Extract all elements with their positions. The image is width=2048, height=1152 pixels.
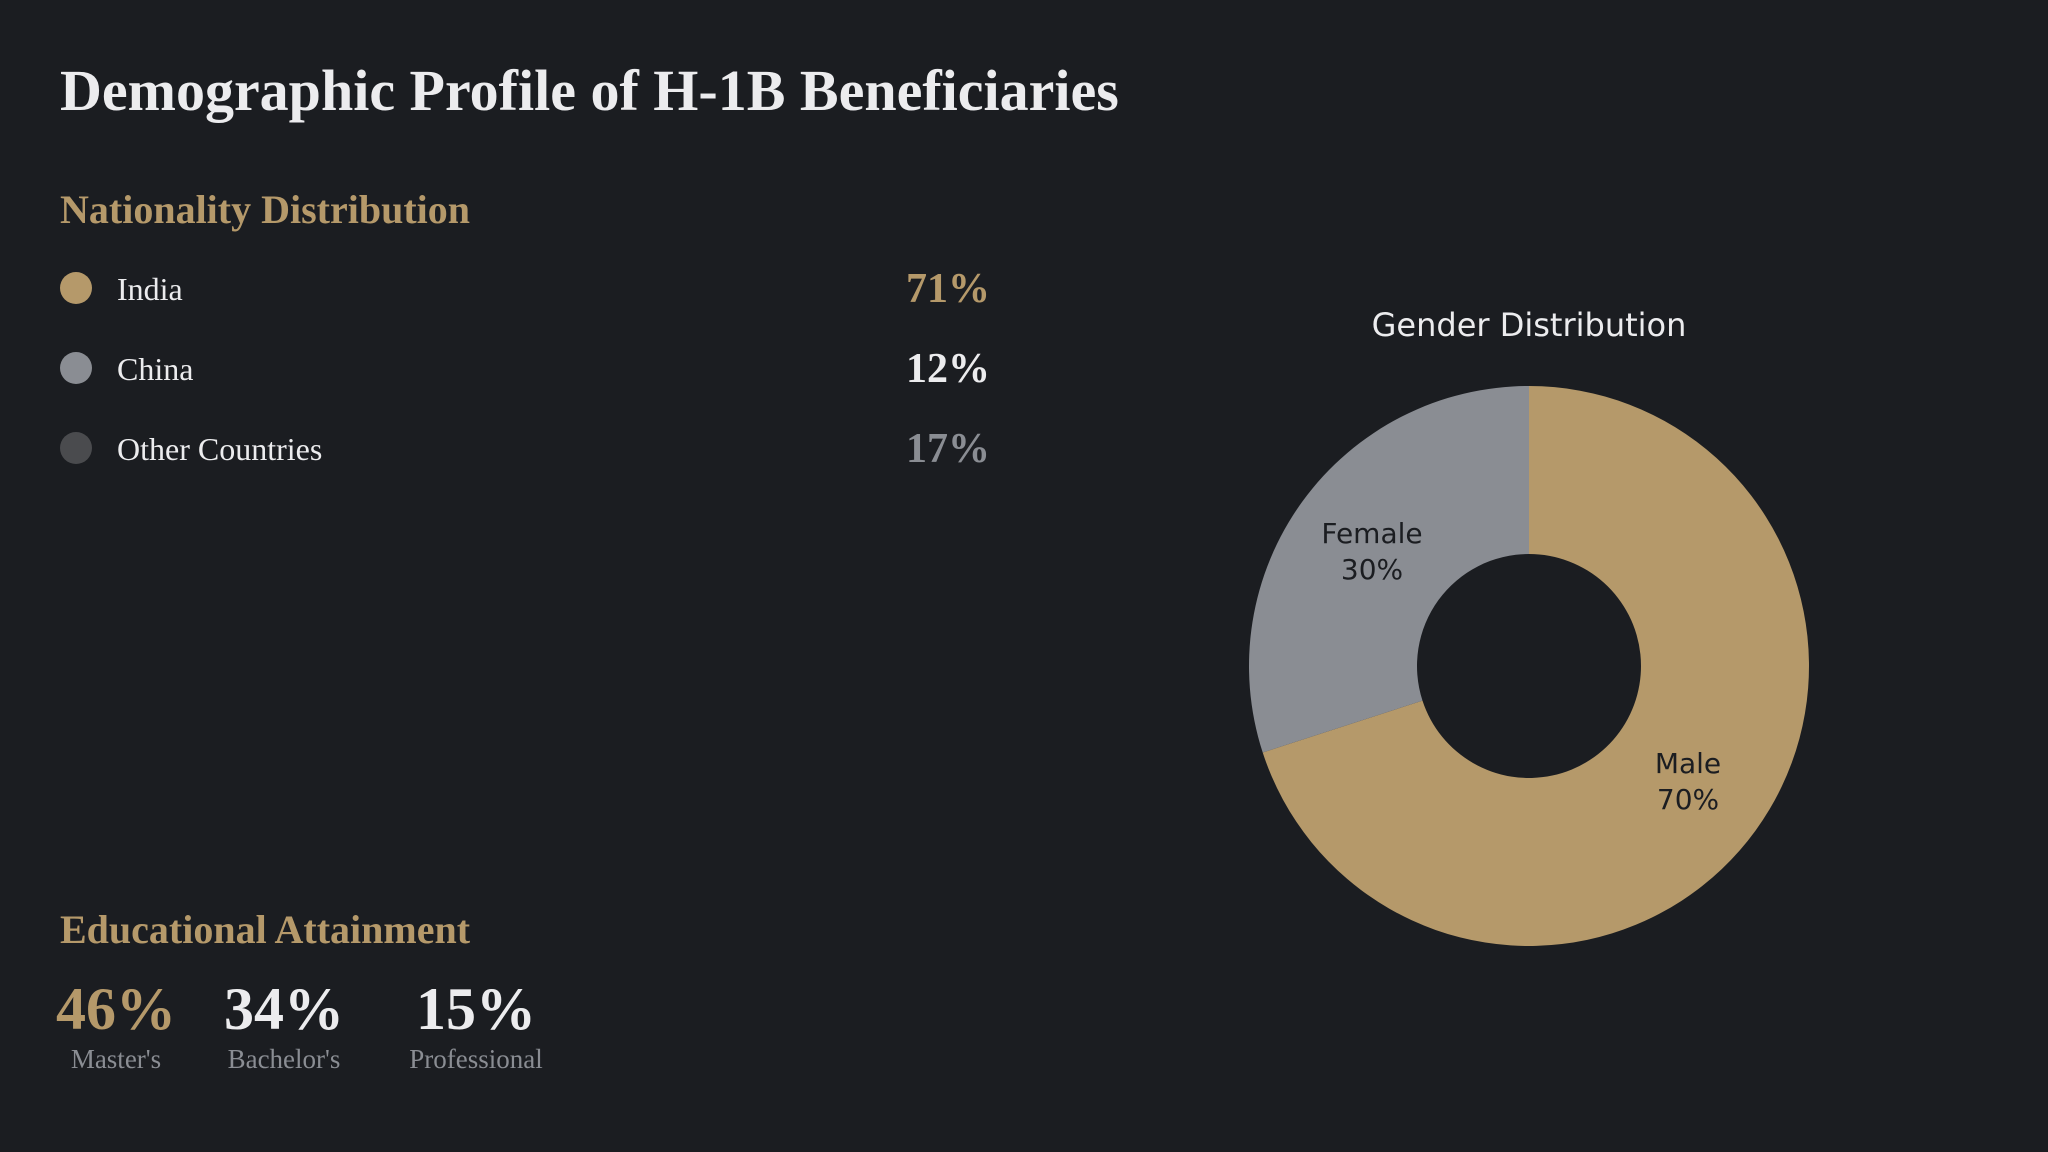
female-slice [1249, 386, 1529, 753]
donut-svg: Gender Distribution Female 30% Male 70% [1249, 306, 1809, 946]
education-item-bachelors: 34% Bachelor's [222, 976, 346, 1076]
education-label: Bachelor's [227, 1044, 341, 1074]
nationality-value: 71% [906, 266, 990, 312]
chart-title: Gender Distribution [1372, 306, 1687, 344]
education-label: Professional [409, 1044, 543, 1074]
female-label-pct: 30% [1341, 553, 1403, 586]
nationality-item-other: Other Countries 17% [60, 408, 990, 488]
nationality-label: Other Countries [117, 431, 323, 467]
education-value: 15% [416, 976, 536, 1042]
nationality-value: 12% [906, 346, 990, 392]
nationality-label: China [117, 351, 194, 387]
india-dot-icon [60, 272, 92, 304]
nationality-label: India [117, 271, 183, 307]
china-dot-icon [60, 352, 92, 384]
gender-donut-chart: Gender Distribution Female 30% Male 70% [1200, 280, 1860, 980]
male-slice [1262, 386, 1809, 946]
page-title: Demographic Profile of H-1B Beneficiarie… [60, 58, 1119, 123]
education-item-professional: 15% Professional [406, 976, 546, 1076]
education-value: 34% [224, 976, 344, 1042]
male-label-name: Male [1655, 747, 1721, 780]
nationality-value: 17% [906, 426, 990, 472]
nationality-item-china: China 12% [60, 328, 990, 408]
education-stats: 46% Master's 34% Bachelor's 15% Professi… [54, 976, 546, 1076]
nationality-heading: Nationality Distribution [60, 187, 471, 232]
education-heading: Educational Attainment [60, 907, 471, 952]
education-value: 46% [56, 976, 176, 1042]
nationality-list: India 71% China 12% Other Countries 17% [60, 248, 990, 488]
female-label-name: Female [1321, 517, 1422, 550]
education-item-masters: 46% Master's [54, 976, 178, 1076]
nationality-item-india: India 71% [60, 248, 990, 328]
male-label-pct: 70% [1657, 783, 1719, 816]
education-label: Master's [70, 1044, 162, 1074]
other-countries-dot-icon [60, 432, 92, 464]
